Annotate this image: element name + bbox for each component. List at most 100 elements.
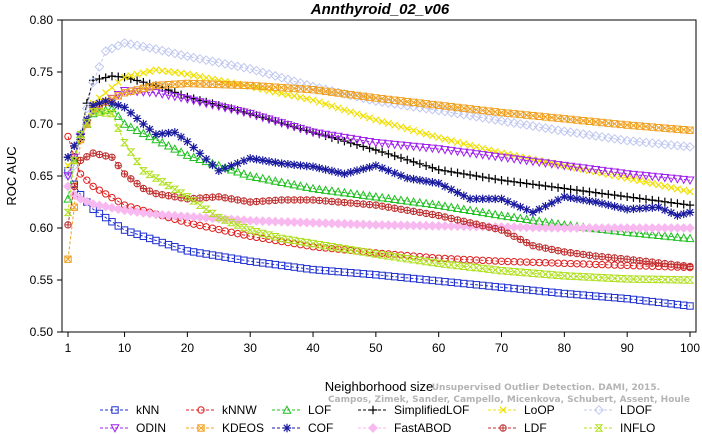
data-point-marker (572, 163, 582, 173)
data-point-marker (234, 196, 241, 204)
data-point-marker (402, 196, 412, 205)
data-point-marker (151, 89, 161, 98)
data-point-marker (127, 175, 135, 182)
data-point-marker (214, 166, 223, 175)
watermark-line-1: Unsupervised Outlier Detection. DAMI, 20… (432, 383, 660, 393)
data-point-marker (654, 203, 663, 212)
data-point-marker (685, 200, 695, 210)
plot-frame (61, 19, 697, 333)
data-point-marker (64, 255, 72, 263)
data-point-marker (441, 102, 449, 110)
data-point-marker (566, 272, 576, 280)
data-point-marker (320, 185, 331, 194)
data-point-marker (666, 231, 676, 241)
data-point-marker (415, 197, 425, 207)
data-point-marker (190, 80, 198, 88)
data-point-marker (322, 197, 329, 205)
data-point-marker (528, 269, 538, 277)
data-point-marker (302, 238, 312, 247)
data-point-marker (448, 215, 455, 222)
series-line (67, 90, 691, 181)
data-point-marker (208, 209, 217, 218)
data-point-marker (610, 202, 619, 211)
data-point-marker (114, 101, 123, 110)
data-point-marker (303, 95, 311, 103)
data-point-marker (496, 153, 507, 163)
data-point-marker (377, 251, 387, 259)
data-point-marker (490, 266, 500, 274)
data-point-marker (528, 157, 538, 167)
data-point-marker (465, 205, 475, 215)
data-point-marker (597, 189, 607, 198)
data-point-marker (521, 222, 532, 233)
data-point-marker (660, 197, 670, 206)
data-point-marker (497, 109, 506, 117)
data-point-marker (295, 217, 306, 228)
data-point-marker (609, 168, 620, 178)
data-point-marker (171, 68, 179, 77)
data-point-marker (202, 74, 210, 82)
data-point-marker (648, 179, 656, 188)
data-point-marker (284, 196, 292, 204)
legend-label: ODIN (136, 421, 166, 434)
data-point-marker (573, 164, 581, 172)
data-point-marker (635, 275, 645, 283)
data-point-marker (95, 94, 104, 102)
data-point-marker (429, 211, 436, 218)
data-point-marker (296, 93, 305, 102)
data-point-marker (378, 202, 386, 210)
data-point-marker (472, 106, 480, 114)
data-point-marker (635, 171, 645, 181)
data-point-marker (303, 196, 310, 204)
data-point-marker (208, 160, 217, 170)
data-point-marker (440, 260, 450, 268)
data-point-marker (553, 222, 563, 233)
data-point-marker (152, 66, 160, 74)
data-point-marker (345, 219, 356, 229)
data-point-marker (396, 220, 406, 231)
x-axis-label: Neighborhood size (325, 379, 433, 394)
data-point-marker (672, 175, 683, 184)
legend-label: LDOF (620, 403, 652, 417)
x-tick-label: 60 (432, 341, 446, 355)
data-point-marker (415, 175, 425, 185)
data-point-marker (297, 196, 304, 204)
data-point-marker (403, 173, 412, 183)
data-point-marker (535, 112, 543, 120)
data-point-marker (164, 181, 173, 190)
data-point-marker (680, 262, 687, 269)
data-point-marker (177, 245, 185, 253)
data-point-marker (383, 220, 394, 230)
data-point-marker (503, 154, 513, 163)
data-point-marker (308, 128, 318, 138)
data-point-marker (157, 178, 167, 186)
data-point-marker (396, 171, 406, 180)
data-point-marker (553, 125, 563, 136)
data-point-marker (132, 157, 142, 166)
data-point-marker (560, 184, 569, 193)
data-point-marker (497, 266, 506, 275)
y-tick-label: 0.75 (30, 65, 54, 79)
data-point-marker (309, 96, 317, 104)
data-point-marker (553, 161, 563, 170)
data-point-marker (629, 204, 638, 214)
data-point-marker (459, 262, 469, 270)
data-point-marker (121, 170, 128, 178)
data-point-marker (377, 147, 387, 157)
data-point-marker (477, 112, 488, 123)
data-point-marker (553, 271, 563, 280)
data-point-marker (163, 47, 174, 57)
data-point-marker (421, 161, 431, 171)
data-point-marker (666, 174, 676, 184)
data-point-marker (107, 202, 117, 213)
axes-layer: 0.50 0.55 0.60 0.65 0.70 0.75 0.80 1 10 20 30 40 50 6… (30, 13, 701, 355)
data-point-marker (320, 130, 331, 140)
data-point-marker (151, 209, 161, 220)
data-point-marker (434, 165, 443, 174)
data-point-marker (120, 103, 129, 112)
data-point-marker (63, 194, 73, 203)
data-point-marker (673, 125, 681, 133)
data-point-marker (460, 140, 468, 148)
data-point-marker (565, 127, 576, 138)
data-point-marker (453, 261, 462, 270)
